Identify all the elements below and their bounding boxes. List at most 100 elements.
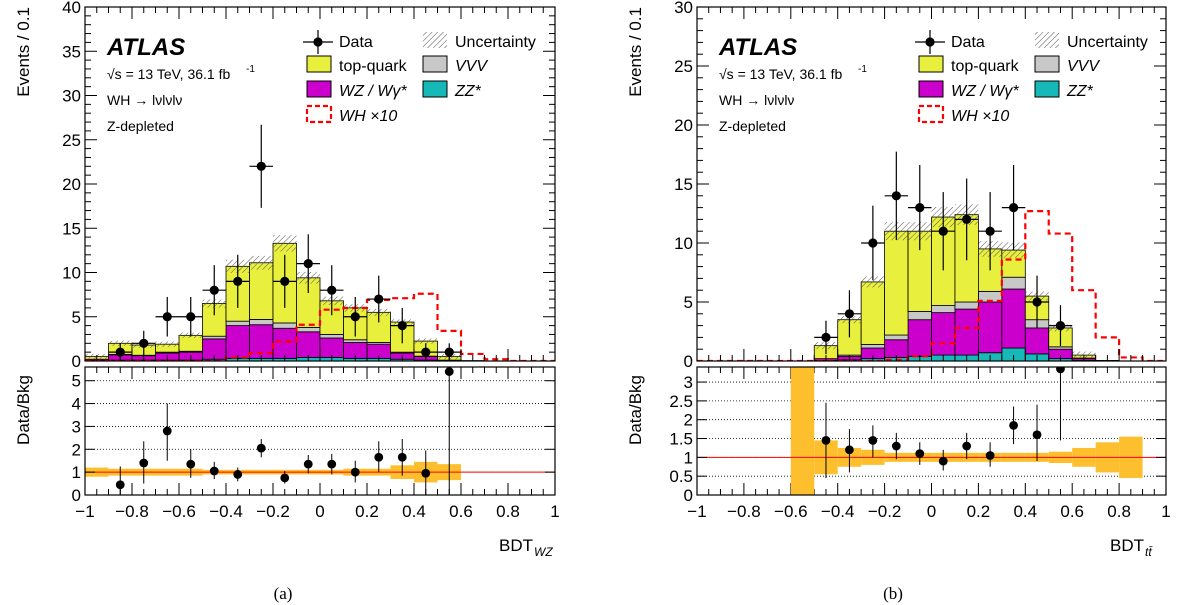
ratio-frame xyxy=(84,366,556,496)
ratio-point xyxy=(421,468,431,478)
data-point xyxy=(844,309,855,319)
ratio-point xyxy=(444,367,454,376)
ratio-uncertainty-band xyxy=(790,367,815,495)
legend-topquark-label: top-quark xyxy=(339,58,408,75)
data-point xyxy=(444,347,454,357)
x-axis-label: BDT xyxy=(1110,536,1144,555)
legend-topquark-swatch xyxy=(918,55,944,73)
x-tick-label: 1 xyxy=(1161,502,1170,521)
data-point xyxy=(327,285,337,295)
y-tick-label: 10 xyxy=(674,234,693,253)
legend-uncertainty-swatch xyxy=(423,32,447,48)
x-tick-label: −0.6 xyxy=(162,502,196,521)
data-point xyxy=(868,238,878,248)
stack-bar-wzw xyxy=(272,327,297,359)
legend-data-marker xyxy=(313,37,323,47)
data-point xyxy=(256,161,266,171)
stack-bar-topquark xyxy=(884,230,909,336)
legend-uncertainty-swatch xyxy=(1035,32,1059,48)
data-point xyxy=(938,226,948,236)
stack-bar-wzw xyxy=(978,301,1003,354)
stack-bar-vvv xyxy=(954,301,979,310)
y-tick-label: 40 xyxy=(62,0,81,17)
region-label: Z-depleted xyxy=(107,118,174,134)
uncertainty-band xyxy=(414,338,438,344)
data-point xyxy=(209,285,219,295)
data-point xyxy=(1032,297,1042,307)
legend: Data Uncertainty top-quark VVV WZ / Wγ* ZZ* WH… xyxy=(915,30,1148,125)
signal-line xyxy=(697,210,1166,361)
x-tick-label: 1 xyxy=(550,502,559,521)
legend-zz-swatch xyxy=(422,80,448,98)
energy-superscript: -1 xyxy=(858,64,867,75)
ratio-point xyxy=(1009,420,1018,430)
x-tick-label: −1 xyxy=(75,502,94,521)
ratio-point xyxy=(821,436,831,445)
y-tick-label: 35 xyxy=(62,42,81,61)
x-tick-label: 0.2 xyxy=(967,502,991,521)
ratio-y-tick-label: 3 xyxy=(72,417,81,436)
ratio-y-tick-label: 2 xyxy=(684,411,693,430)
signal-line xyxy=(85,292,555,361)
x-tick-label: −1 xyxy=(687,502,706,521)
legend-data-label: Data xyxy=(951,34,985,51)
x-tick-label: −0.8 xyxy=(727,502,761,521)
x-tick-label: 0.6 xyxy=(1060,502,1084,521)
data-point xyxy=(821,332,831,342)
ratio-point xyxy=(1032,430,1042,440)
ratio-point xyxy=(1056,367,1065,374)
stack-bar-vvv xyxy=(225,320,250,326)
energy-label: √s = 13 TeV, 36.1 fb xyxy=(107,66,230,82)
ratio-point xyxy=(938,456,948,466)
y-tick-label: 5 xyxy=(684,293,693,312)
ratio-point xyxy=(139,458,149,468)
legend-signal-label: WH ×10 xyxy=(951,108,1009,125)
x-tick-label: −0.4 xyxy=(821,502,855,521)
legend-vvv-swatch xyxy=(1034,55,1060,73)
stack-bar-topquark xyxy=(860,281,886,345)
main-plot-area xyxy=(697,151,1166,361)
legend-signal-swatch xyxy=(917,104,945,124)
y-tick-label: 30 xyxy=(674,0,693,17)
data-point xyxy=(985,226,995,236)
stack-bar-vvv xyxy=(296,326,321,333)
stack-bar-wzw xyxy=(884,339,909,358)
uncertainty-band xyxy=(155,341,179,347)
data-point xyxy=(962,214,972,224)
y-tick-label: 30 xyxy=(62,87,81,106)
ratio-y-tick-label: 3 xyxy=(684,373,693,392)
ratio-point xyxy=(397,452,407,462)
y-tick-label: 0 xyxy=(684,352,693,371)
data-point xyxy=(1055,321,1066,331)
process-label: WH → lνlνlν xyxy=(107,92,182,108)
x-tick-label: −0.6 xyxy=(774,502,808,521)
atlas-label: ATLAS xyxy=(718,34,797,61)
legend-uncertainty-label: Uncertainty xyxy=(455,34,536,51)
data-point xyxy=(186,312,196,322)
energy-label: √s = 13 TeV, 36.1 fb xyxy=(719,66,842,82)
stack-bar-wzw xyxy=(296,331,321,358)
uncertainty-band xyxy=(249,255,273,270)
data-point xyxy=(139,338,149,348)
x-tick-label: 0 xyxy=(315,502,324,521)
x-tick-label: 0.8 xyxy=(496,502,520,521)
stack-bar-vvv xyxy=(1001,276,1026,290)
stack-bar-vvv xyxy=(319,334,344,339)
data-point xyxy=(421,347,431,357)
y-tick-label: 0 xyxy=(72,352,81,371)
ratio-y-axis-label: Data/Bkg xyxy=(14,375,33,445)
ratio-plot-area xyxy=(697,367,1166,495)
ratio-point xyxy=(256,443,266,453)
y-tick-label: 15 xyxy=(674,175,693,194)
legend-data-marker xyxy=(925,37,935,47)
x-tick-label: −0.4 xyxy=(209,502,243,521)
stack-bar-topquark xyxy=(249,262,274,320)
stack-bar-wzw xyxy=(319,337,344,358)
legend-uncertainty-label: Uncertainty xyxy=(1067,34,1148,51)
ratio-point xyxy=(915,449,925,458)
ratio-y-tick-label: 2 xyxy=(72,440,81,459)
data-point xyxy=(915,203,925,213)
ratio-y-tick-label: 2.5 xyxy=(669,392,693,411)
